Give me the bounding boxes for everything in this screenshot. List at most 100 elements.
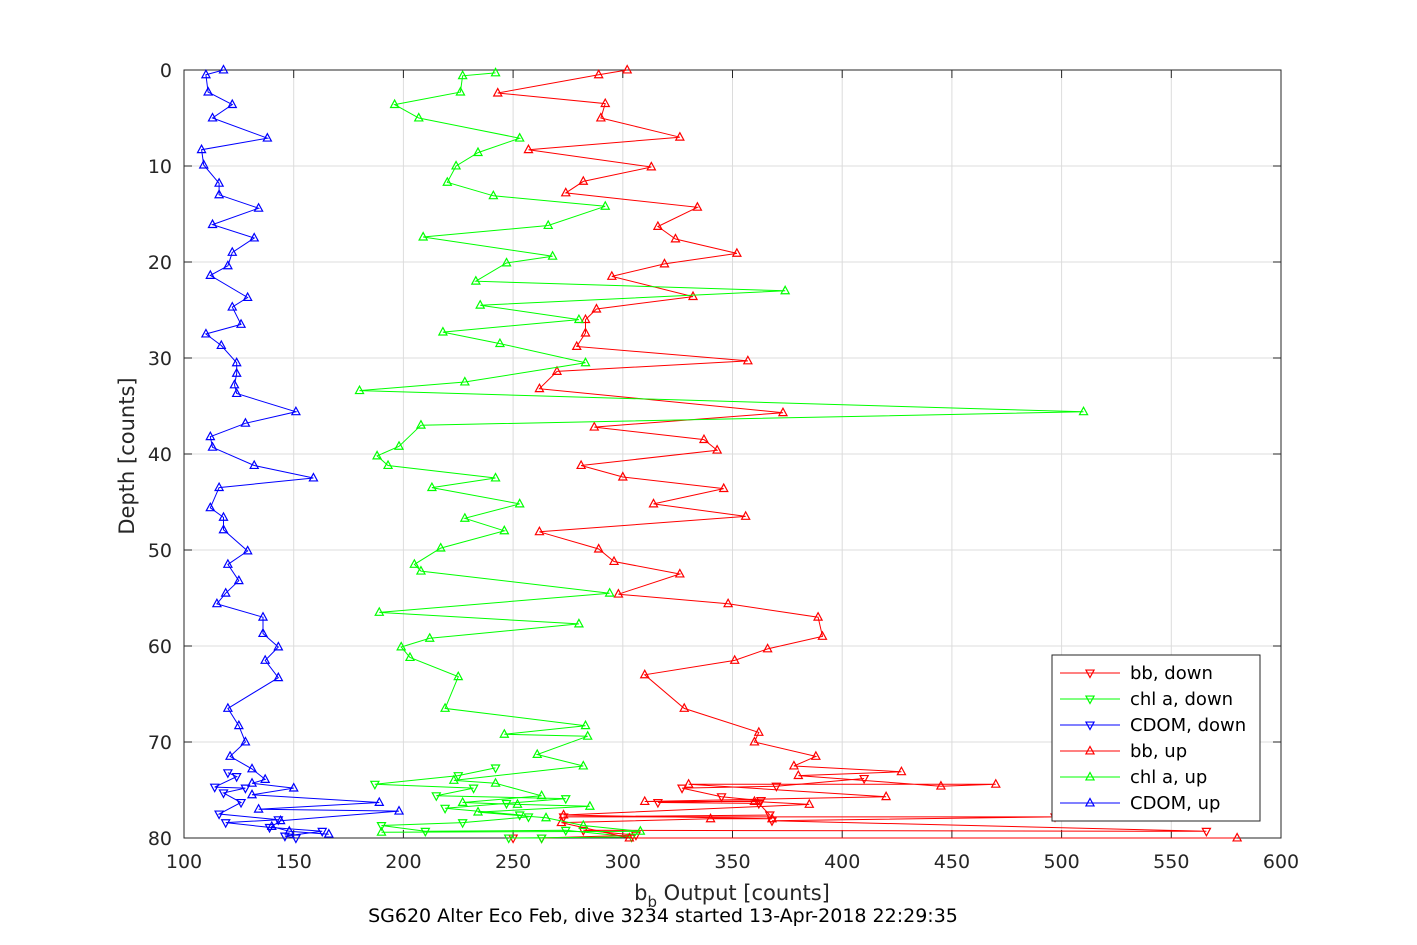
series-point (249, 232, 260, 242)
series-point (418, 231, 429, 241)
series-point (1201, 827, 1212, 838)
y-tick-label: 70 (148, 732, 172, 754)
series-point (560, 795, 571, 805)
series-point (580, 357, 591, 367)
series-point (523, 143, 534, 154)
series-point (393, 805, 405, 815)
series-point (257, 611, 269, 621)
x-tick-label: 550 (1153, 851, 1189, 873)
legend-entry: chl a, down (1130, 689, 1233, 710)
series-point (459, 512, 470, 522)
series-point (534, 526, 545, 536)
x-tick-label: 250 (495, 851, 531, 873)
series-point (512, 798, 523, 808)
series-point (729, 654, 740, 664)
series-point (317, 827, 328, 838)
series-cdom-down (209, 769, 328, 844)
series-point (617, 471, 628, 481)
series-point (580, 327, 591, 337)
series-point (231, 773, 242, 783)
series-point (503, 834, 514, 844)
y-tick-label: 40 (148, 444, 172, 466)
series-point (593, 69, 604, 79)
series-point (229, 379, 240, 389)
series-point (220, 587, 231, 597)
series-chl-a-up (354, 67, 1089, 836)
series-point (198, 159, 209, 169)
series-point (376, 826, 387, 836)
legend-entry: CDOM, up (1130, 793, 1220, 814)
series-point (222, 260, 233, 270)
series-point (354, 384, 365, 395)
series-point (225, 750, 236, 760)
series-point (376, 821, 387, 832)
y-axis-label: Depth [counts] (115, 377, 139, 534)
x-tick-label: 600 (1263, 851, 1299, 873)
series-point (275, 814, 286, 825)
series-point (593, 543, 604, 553)
series-point (488, 190, 499, 200)
series-point (227, 246, 238, 256)
series-point (242, 291, 253, 302)
series-point (580, 313, 591, 324)
series-point (196, 143, 207, 154)
legend-marker (1084, 797, 1096, 807)
series-cdom-up (196, 64, 405, 838)
series-point (216, 339, 227, 350)
series-point (222, 769, 233, 779)
series-point (670, 233, 681, 243)
series-point (231, 367, 242, 377)
series-point (523, 813, 534, 823)
series-point (676, 784, 688, 794)
series-point (207, 441, 218, 451)
series-point (218, 511, 229, 521)
x-tick-label: 100 (166, 851, 202, 873)
legend: bb, down chl a, down CDOM, down bb, up chl a… (1051, 654, 1261, 822)
series-point (415, 419, 427, 429)
series-point (698, 433, 710, 444)
series-point (372, 450, 383, 460)
series-point (472, 146, 484, 157)
x-tick-label: 150 (276, 851, 312, 873)
series-point (246, 763, 258, 773)
series-point (264, 823, 275, 834)
series-point (437, 326, 448, 336)
series-point (260, 773, 271, 783)
series-point (532, 748, 543, 759)
series-point (674, 568, 685, 578)
y-tick-label: 10 (148, 156, 172, 178)
series-point (501, 257, 512, 267)
series-point (389, 98, 400, 109)
series-point (205, 502, 216, 512)
series-point (584, 800, 595, 810)
series-point (606, 270, 617, 280)
series-point (233, 574, 244, 585)
series-point (595, 112, 606, 122)
x-tick-label: 300 (605, 851, 641, 873)
data-series (196, 64, 1243, 844)
series-point (240, 736, 251, 746)
series-point (813, 611, 824, 621)
x-tick-label: 400 (824, 851, 860, 873)
series-point (753, 726, 764, 736)
series-point (740, 510, 751, 520)
series-line (359, 72, 1084, 833)
x-tick-label: 500 (1043, 851, 1079, 873)
series-point (227, 301, 238, 311)
series-point (705, 813, 716, 823)
series-point (218, 789, 229, 799)
series-point (424, 632, 435, 642)
series-point (659, 258, 670, 268)
axis-ticks: 100 150 200 250 300 350 400 450 500 550 600 0 10 20 30… (148, 60, 1299, 873)
series-point (231, 387, 242, 398)
series-point (766, 813, 778, 823)
series-point (457, 796, 468, 807)
series-point (279, 832, 290, 842)
series-point (235, 318, 247, 328)
series-point (591, 303, 602, 313)
series-point (235, 798, 247, 809)
series-point (624, 832, 635, 842)
x-tick-label: 450 (934, 851, 970, 873)
series-point (492, 87, 503, 97)
x-axis-label: bb Output [counts] (634, 881, 830, 911)
